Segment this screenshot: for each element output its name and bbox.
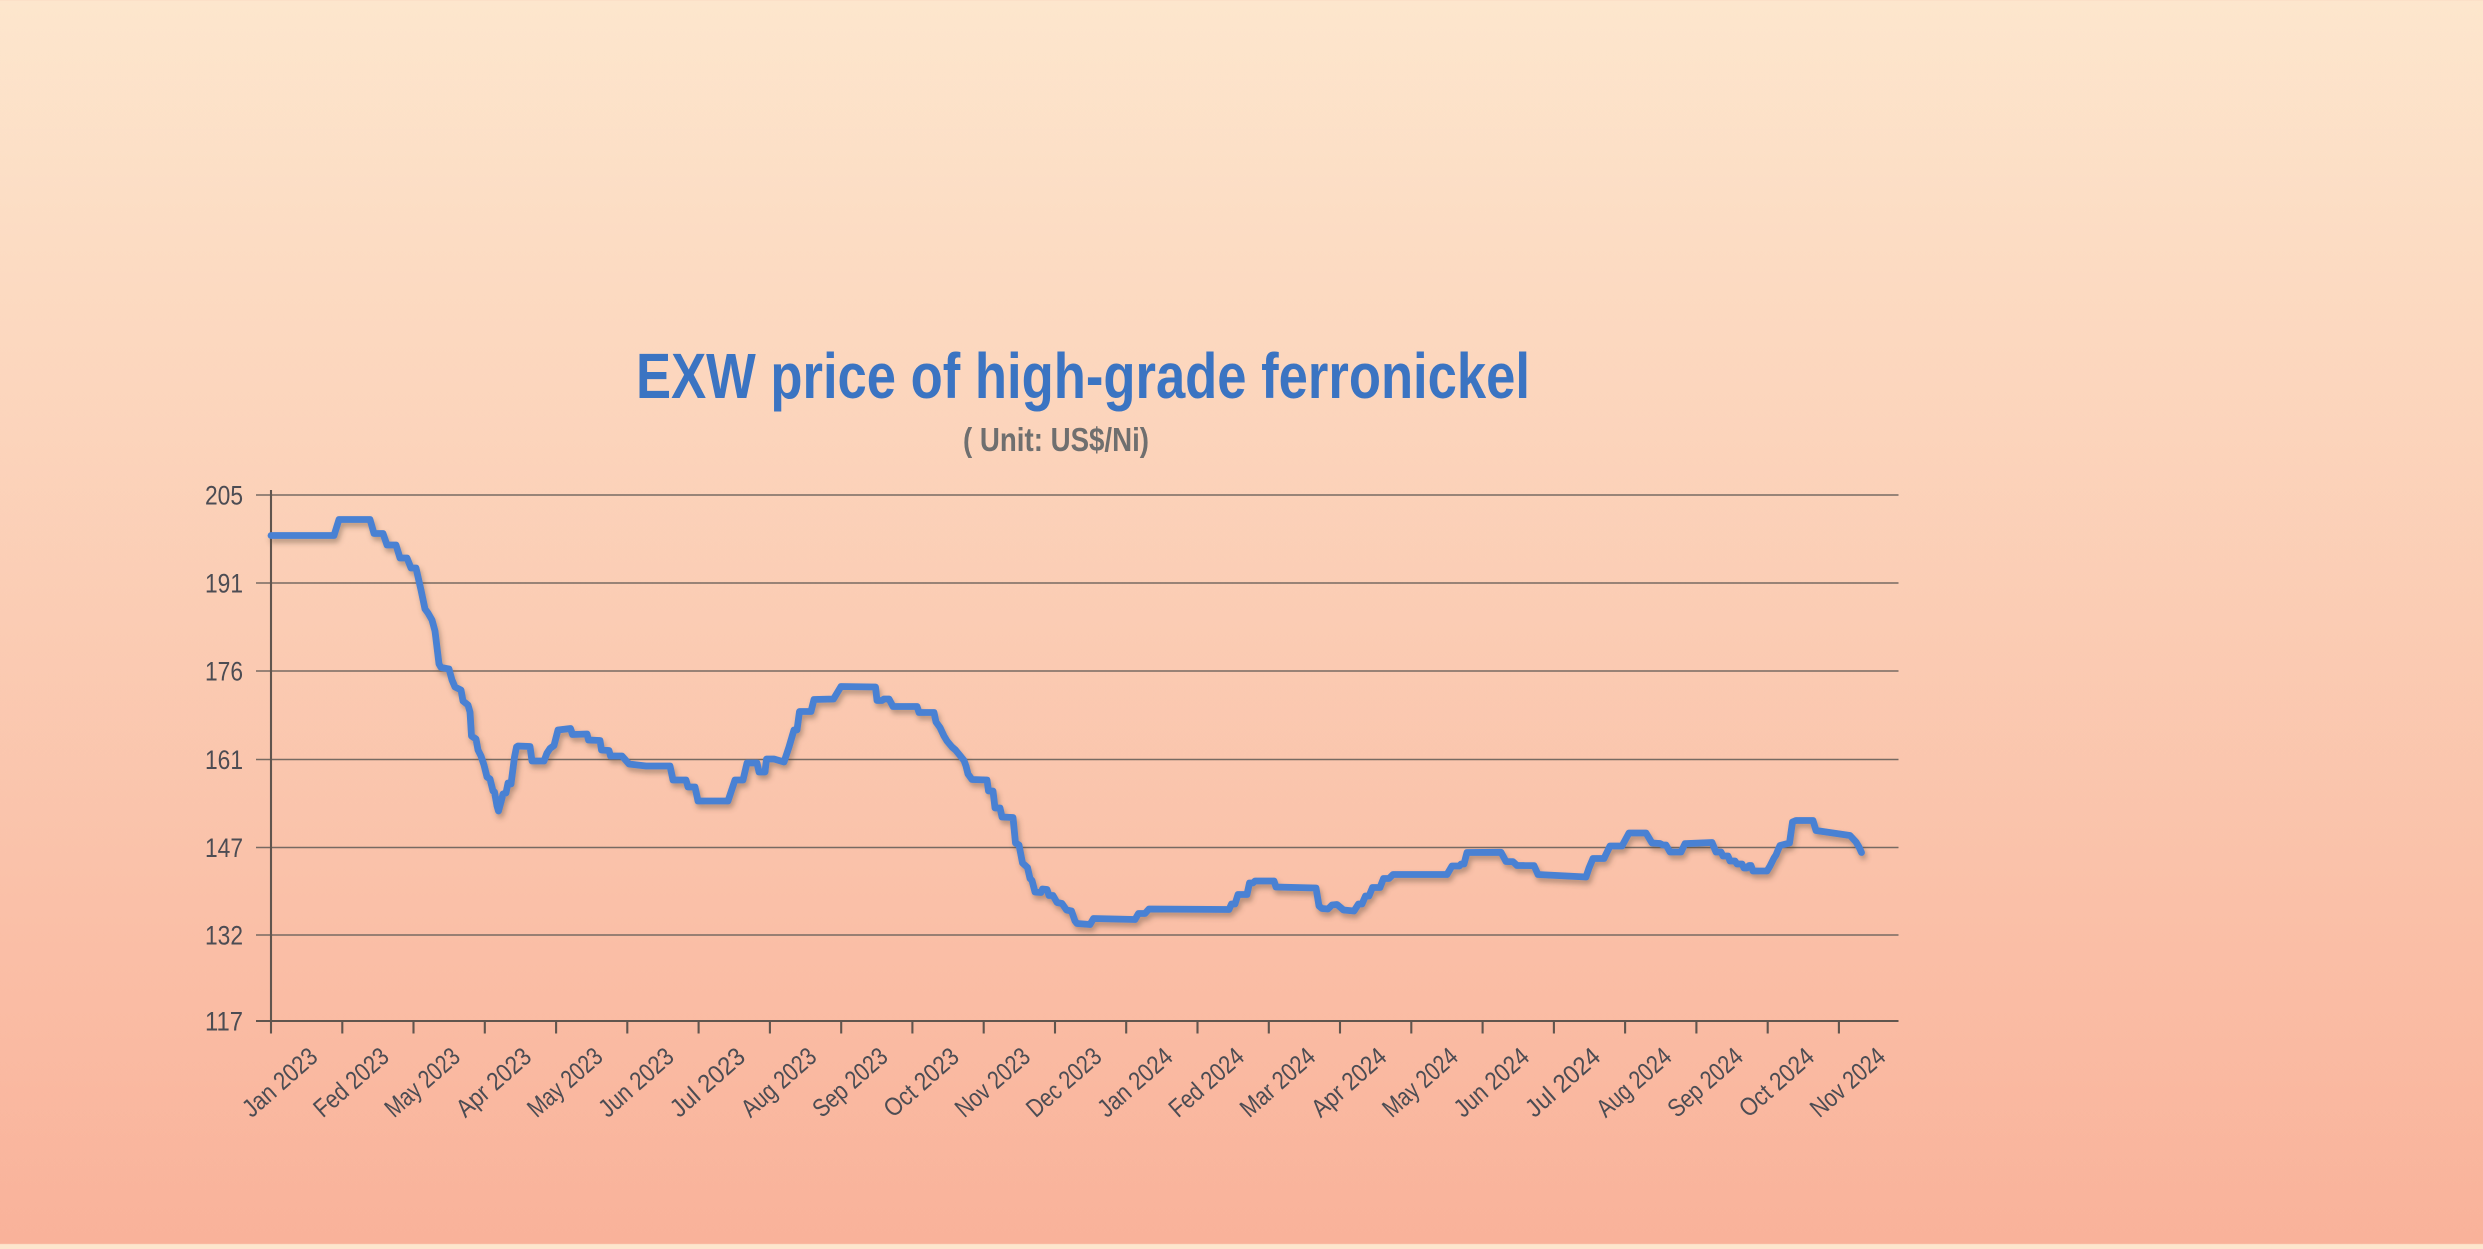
svg-text:Fed 2023: Fed 2023 — [308, 1043, 394, 1123]
svg-text:Jul 2024: Jul 2024 — [1520, 1043, 1606, 1123]
svg-text:Sep 2024: Sep 2024 — [1663, 1043, 1749, 1123]
svg-text:Apr 2023: Apr 2023 — [451, 1043, 537, 1123]
svg-text:Jun 2023: Jun 2023 — [593, 1043, 679, 1123]
svg-text:Oct 2024: Oct 2024 — [1734, 1043, 1820, 1123]
svg-text:176: 176 — [205, 657, 243, 687]
svg-text:205: 205 — [205, 481, 243, 511]
svg-text:May 2023: May 2023 — [522, 1043, 608, 1123]
svg-text:Fed 2024: Fed 2024 — [1164, 1043, 1250, 1123]
svg-text:147: 147 — [205, 833, 243, 863]
svg-text:May 2023: May 2023 — [380, 1043, 466, 1123]
svg-text:May 2024: May 2024 — [1377, 1043, 1463, 1123]
svg-text:Jun 2024: Jun 2024 — [1449, 1043, 1535, 1123]
svg-text:Nov 2024: Nov 2024 — [1805, 1043, 1891, 1123]
svg-text:Nov 2023: Nov 2023 — [950, 1043, 1036, 1123]
svg-text:Sep 2023: Sep 2023 — [807, 1043, 893, 1123]
svg-text:Apr 2024: Apr 2024 — [1306, 1043, 1392, 1123]
svg-text:Aug 2023: Aug 2023 — [736, 1043, 822, 1123]
svg-text:Oct 2023: Oct 2023 — [879, 1043, 965, 1123]
svg-text:Mar 2024: Mar 2024 — [1235, 1043, 1321, 1123]
svg-text:Jul 2023: Jul 2023 — [665, 1043, 751, 1123]
svg-text:132: 132 — [205, 921, 243, 951]
svg-text:EXW price of high-grade ferron: EXW price of high-grade ferronickel — [636, 340, 1530, 412]
svg-text:161: 161 — [205, 745, 243, 775]
svg-text:Aug 2024: Aug 2024 — [1591, 1043, 1677, 1123]
svg-text:117: 117 — [205, 1007, 243, 1037]
svg-text:Jan 2024: Jan 2024 — [1092, 1043, 1178, 1123]
svg-text:Dec 2023: Dec 2023 — [1021, 1043, 1107, 1123]
svg-text:191: 191 — [205, 569, 243, 599]
svg-text:( Unit: US$/Ni): ( Unit: US$/Ni) — [963, 421, 1149, 458]
svg-text:Jan 2023: Jan 2023 — [237, 1043, 323, 1123]
